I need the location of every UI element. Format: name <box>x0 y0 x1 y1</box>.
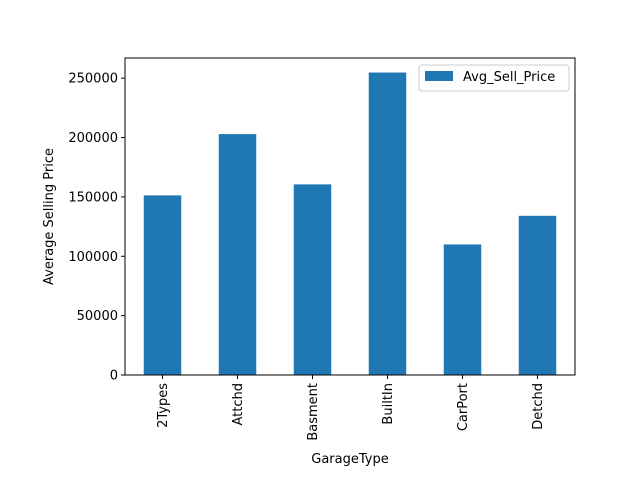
y-tick-label: 150000 <box>68 190 118 205</box>
x-tick-label: Detchd <box>531 383 546 430</box>
x-tick-label: BuiltIn <box>381 383 396 425</box>
y-axis-ticks: 0 50000 100000 150000 200000 250000 <box>68 72 125 384</box>
x-tick-label: Basment <box>306 383 321 441</box>
x-tick-label: 2Types <box>156 383 171 428</box>
legend-swatch <box>425 71 453 81</box>
y-tick-label: 200000 <box>68 131 118 146</box>
y-axis-label: Average Selling Price <box>42 148 57 285</box>
bar-carport <box>443 244 482 375</box>
plot-frame <box>124 57 576 376</box>
x-axis-ticks: 2Types Attchd Basment BuiltIn CarPort Detchd <box>156 375 546 441</box>
legend-box <box>418 64 570 92</box>
bars-group <box>143 72 557 376</box>
legend: Avg_Sell_Price <box>418 64 570 92</box>
bar-2types <box>143 195 182 375</box>
bar-attchd <box>218 134 257 375</box>
y-tick-label: 250000 <box>68 72 118 87</box>
bar-detchd <box>518 215 557 375</box>
y-tick-label: 0 <box>110 369 118 384</box>
y-tick-label: 100000 <box>68 250 118 265</box>
y-tick-label: 50000 <box>77 309 118 324</box>
x-tick-label: CarPort <box>456 383 471 431</box>
legend-label: Avg_Sell_Price <box>463 70 555 85</box>
bar-builtin <box>368 72 407 376</box>
x-tick-label: Attchd <box>231 383 246 426</box>
x-axis-label: GarageType <box>311 452 388 467</box>
bar-basment <box>293 184 332 375</box>
